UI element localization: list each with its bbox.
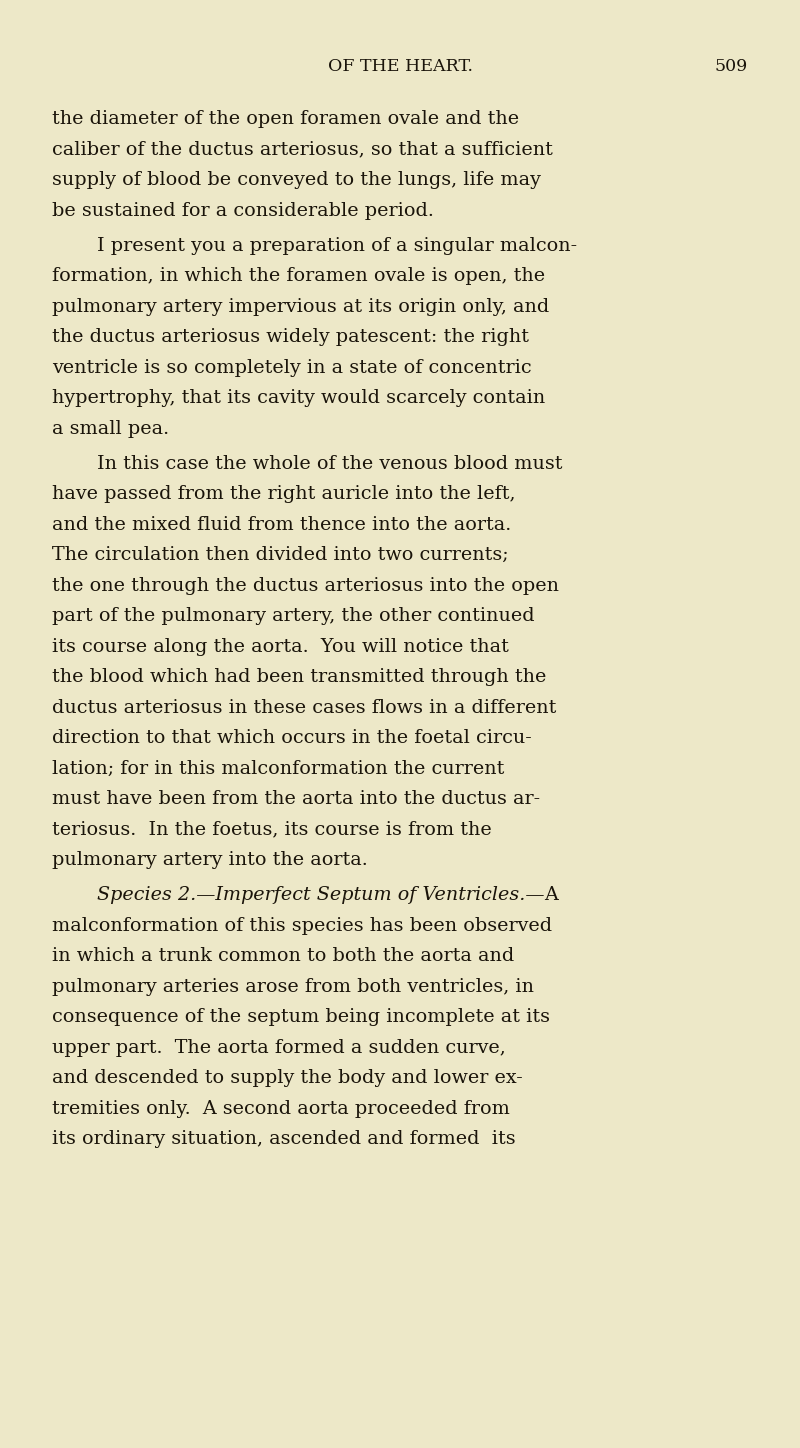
Text: the ductus arteriosus widely patescent: the right: the ductus arteriosus widely patescent: …: [52, 329, 529, 346]
Text: a small pea.: a small pea.: [52, 420, 169, 437]
Text: pulmonary artery impervious at its origin only, and: pulmonary artery impervious at its origi…: [52, 298, 550, 316]
Text: ductus arteriosus in these cases flows in a different: ductus arteriosus in these cases flows i…: [52, 698, 556, 717]
Text: its ordinary situation, ascended and formed  its: its ordinary situation, ascended and for…: [52, 1131, 516, 1148]
Text: caliber of the ductus arteriosus, so that a sufficient: caliber of the ductus arteriosus, so tha…: [52, 140, 553, 158]
Text: direction to that which occurs in the foetal circu-: direction to that which occurs in the fo…: [52, 730, 532, 747]
Text: pulmonary arteries arose from both ventricles, in: pulmonary arteries arose from both ventr…: [52, 977, 534, 996]
Text: A: A: [545, 886, 558, 904]
Text: OF THE HEART.: OF THE HEART.: [327, 58, 473, 75]
Text: malconformation of this species has been observed: malconformation of this species has been…: [52, 917, 552, 935]
Text: the blood which had been transmitted through the: the blood which had been transmitted thr…: [52, 668, 546, 686]
Text: ventricle is so completely in a state of concentric: ventricle is so completely in a state of…: [52, 359, 532, 376]
Text: upper part.  The aorta formed a sudden curve,: upper part. The aorta formed a sudden cu…: [52, 1038, 506, 1057]
Text: part of the pulmonary artery, the other continued: part of the pulmonary artery, the other …: [52, 607, 534, 626]
Text: and descended to supply the body and lower ex-: and descended to supply the body and low…: [52, 1069, 522, 1087]
Text: The circulation then divided into two currents;: The circulation then divided into two cu…: [52, 546, 509, 565]
Text: tremities only.  A second aorta proceeded from: tremities only. A second aorta proceeded…: [52, 1099, 510, 1118]
Text: I present you a preparation of a singular malcon-: I present you a preparation of a singula…: [97, 236, 577, 255]
Text: must have been from the aorta into the ductus ar-: must have been from the aorta into the d…: [52, 791, 540, 808]
Text: lation; for in this malconformation the current: lation; for in this malconformation the …: [52, 760, 504, 778]
Text: be sustained for a considerable period.: be sustained for a considerable period.: [52, 201, 434, 220]
Text: hypertrophy, that its cavity would scarcely contain: hypertrophy, that its cavity would scarc…: [52, 390, 546, 407]
Text: and the mixed fluid from thence into the aorta.: and the mixed fluid from thence into the…: [52, 515, 511, 534]
Text: 509: 509: [714, 58, 748, 75]
Text: consequence of the septum being incomplete at its: consequence of the septum being incomple…: [52, 1008, 550, 1027]
Text: the one through the ductus arteriosus into the open: the one through the ductus arteriosus in…: [52, 576, 559, 595]
Text: have passed from the right auricle into the left,: have passed from the right auricle into …: [52, 485, 515, 502]
Text: its course along the aorta.  You will notice that: its course along the aorta. You will not…: [52, 637, 509, 656]
Text: the diameter of the open foramen ovale and the: the diameter of the open foramen ovale a…: [52, 110, 519, 127]
Text: In this case the whole of the venous blood must: In this case the whole of the venous blo…: [97, 455, 562, 472]
Text: pulmonary artery into the aorta.: pulmonary artery into the aorta.: [52, 851, 368, 869]
Text: teriosus.  In the foetus, its course is from the: teriosus. In the foetus, its course is f…: [52, 821, 492, 838]
Text: in which a trunk common to both the aorta and: in which a trunk common to both the aort…: [52, 947, 514, 966]
Text: formation, in which the foramen ovale is open, the: formation, in which the foramen ovale is…: [52, 266, 545, 285]
Text: Species 2.—Imperfect Septum of Ventricles.—: Species 2.—Imperfect Septum of Ventricle…: [97, 886, 545, 904]
Text: supply of blood be conveyed to the lungs, life may: supply of blood be conveyed to the lungs…: [52, 171, 541, 190]
